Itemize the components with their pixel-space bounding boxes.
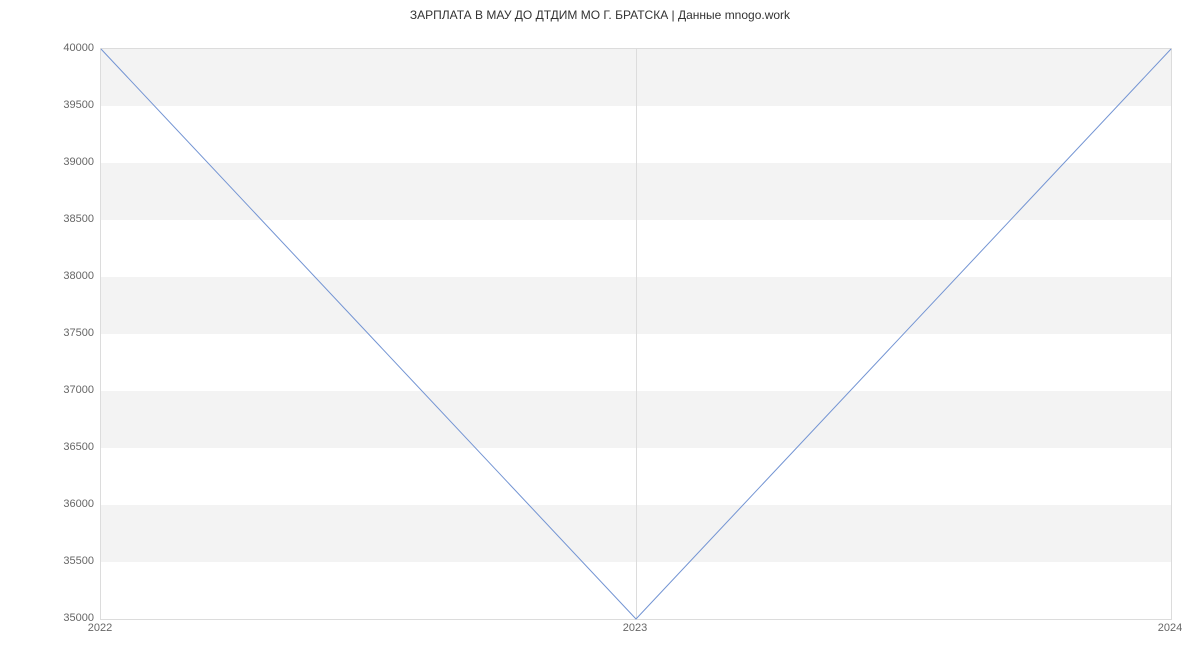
y-tick-label: 38500 — [4, 213, 94, 225]
y-tick-label: 36500 — [4, 441, 94, 453]
x-tick-label: 2024 — [1158, 622, 1182, 634]
y-tick-label: 37500 — [4, 327, 94, 339]
y-tick-label: 39000 — [4, 156, 94, 168]
y-tick-label: 35500 — [4, 555, 94, 567]
y-tick-label: 38000 — [4, 270, 94, 282]
x-tick-label: 2023 — [623, 622, 647, 634]
y-tick-label: 39500 — [4, 99, 94, 111]
line-series — [101, 49, 1171, 619]
y-tick-label: 37000 — [4, 384, 94, 396]
y-tick-label: 36000 — [4, 498, 94, 510]
line-series-layer — [101, 49, 1171, 619]
salary-line-chart: ЗАРПЛАТА В МАУ ДО ДТДИМ МО Г. БРАТСКА | … — [0, 0, 1200, 650]
plot-area — [100, 48, 1172, 620]
x-tick-label: 2022 — [88, 622, 112, 634]
chart-title: ЗАРПЛАТА В МАУ ДО ДТДИМ МО Г. БРАТСКА | … — [0, 8, 1200, 22]
y-tick-label: 40000 — [4, 42, 94, 54]
y-tick-label: 35000 — [4, 612, 94, 624]
